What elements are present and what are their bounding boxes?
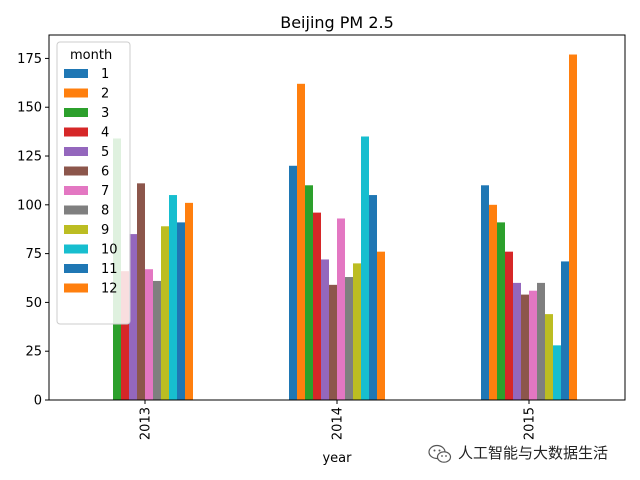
y-tick-label: 25 — [25, 345, 42, 360]
legend-label-9: 9 — [101, 223, 109, 238]
bar-2015-month-5 — [513, 282, 521, 400]
x-tick-label: 2013 — [139, 407, 154, 440]
legend-swatch-7 — [64, 186, 88, 195]
chart-title: Beijing PM 2.5 — [280, 13, 394, 32]
bar-2015-month-7 — [529, 290, 537, 400]
bar-2015-month-1 — [481, 185, 489, 400]
bar-2014-month-8 — [345, 277, 353, 400]
bar-2015-month-4 — [505, 251, 513, 400]
y-axis: 0 25 50 75 100 125 150 175 — [17, 52, 49, 409]
bar-2014-month-7 — [337, 218, 345, 400]
y-tick-label: 125 — [17, 150, 42, 165]
y-tick-label: 175 — [17, 52, 42, 67]
legend-swatch-5 — [64, 147, 88, 156]
bar-2014-month-6 — [329, 284, 337, 400]
legend-swatch-12 — [64, 283, 88, 293]
bar-2015-month-11 — [561, 261, 569, 400]
bar-2014-month-11 — [369, 195, 377, 400]
bar-2014-month-1 — [289, 165, 297, 400]
legend-swatch-9 — [64, 225, 88, 234]
bar-2015-month-10 — [553, 345, 561, 400]
bar-2015-month-2 — [489, 204, 497, 400]
bar-2015-month-3 — [497, 222, 505, 400]
legend-label-3: 3 — [101, 106, 109, 121]
legend-swatch-11 — [64, 264, 88, 273]
legend-swatch-1 — [64, 69, 88, 78]
bar-2015-month-9 — [545, 314, 553, 400]
bar-2015-month-12 — [569, 54, 577, 401]
legend-label-2: 2 — [101, 87, 109, 102]
legend-swatch-6 — [64, 166, 88, 176]
legend-swatch-2 — [64, 88, 88, 98]
legend-label-11: 11 — [101, 262, 118, 277]
legend-frame — [56, 41, 131, 325]
legend-swatch-8 — [64, 205, 88, 215]
bar-2015-month-8 — [537, 282, 545, 400]
bar-2014-month-4 — [313, 212, 321, 400]
watermark: 人工智能与大数据生活 — [428, 444, 608, 463]
bar-2013-month-5 — [129, 234, 137, 400]
bar-2013-month-12 — [185, 202, 193, 400]
x-axis: 2013 2014 2015 — [139, 400, 538, 440]
wechat-icon — [428, 444, 452, 463]
y-tick-label: 100 — [17, 198, 42, 213]
bar-2013-month-4 — [121, 271, 129, 400]
bar-2014-month-10 — [361, 136, 369, 400]
legend-title: month — [70, 48, 112, 63]
bar-2014-month-5 — [321, 259, 329, 400]
x-tick-label: 2014 — [331, 407, 346, 440]
bar-2015-month-6 — [521, 294, 529, 400]
legend-label-1: 1 — [101, 67, 109, 82]
legend-label-12: 12 — [101, 282, 118, 297]
x-tick-label: 2015 — [523, 407, 538, 440]
bar-2014-month-2 — [297, 83, 305, 401]
bar-2013-month-6 — [137, 183, 145, 400]
y-tick-label: 150 — [17, 101, 42, 116]
bar-2014-month-9 — [353, 263, 361, 400]
y-tick-label: 75 — [25, 247, 42, 262]
legend-swatch-10 — [64, 244, 88, 254]
y-tick-label: 50 — [25, 296, 42, 311]
legend-swatch-4 — [64, 127, 88, 137]
legend-label-5: 5 — [101, 145, 109, 160]
legend-label-4: 4 — [101, 126, 109, 141]
x-axis-label: year — [322, 451, 352, 466]
bar-2014-month-3 — [305, 185, 313, 400]
watermark-text: 人工智能与大数据生活 — [458, 444, 608, 462]
bar-2013-month-10 — [169, 195, 177, 400]
bar-2013-month-11 — [177, 222, 185, 400]
legend-swatch-3 — [64, 108, 88, 117]
bar-2013-month-9 — [161, 226, 169, 400]
legend-label-7: 7 — [101, 184, 109, 199]
y-tick-label: 0 — [34, 394, 42, 409]
bar-2013-month-7 — [145, 269, 153, 400]
legend-label-6: 6 — [101, 165, 109, 180]
legend-label-8: 8 — [101, 204, 109, 219]
bar-2013-month-8 — [153, 280, 161, 400]
bar-2014-month-12 — [377, 251, 385, 400]
bars-group — [113, 54, 577, 401]
legend-label-10: 10 — [101, 243, 118, 258]
